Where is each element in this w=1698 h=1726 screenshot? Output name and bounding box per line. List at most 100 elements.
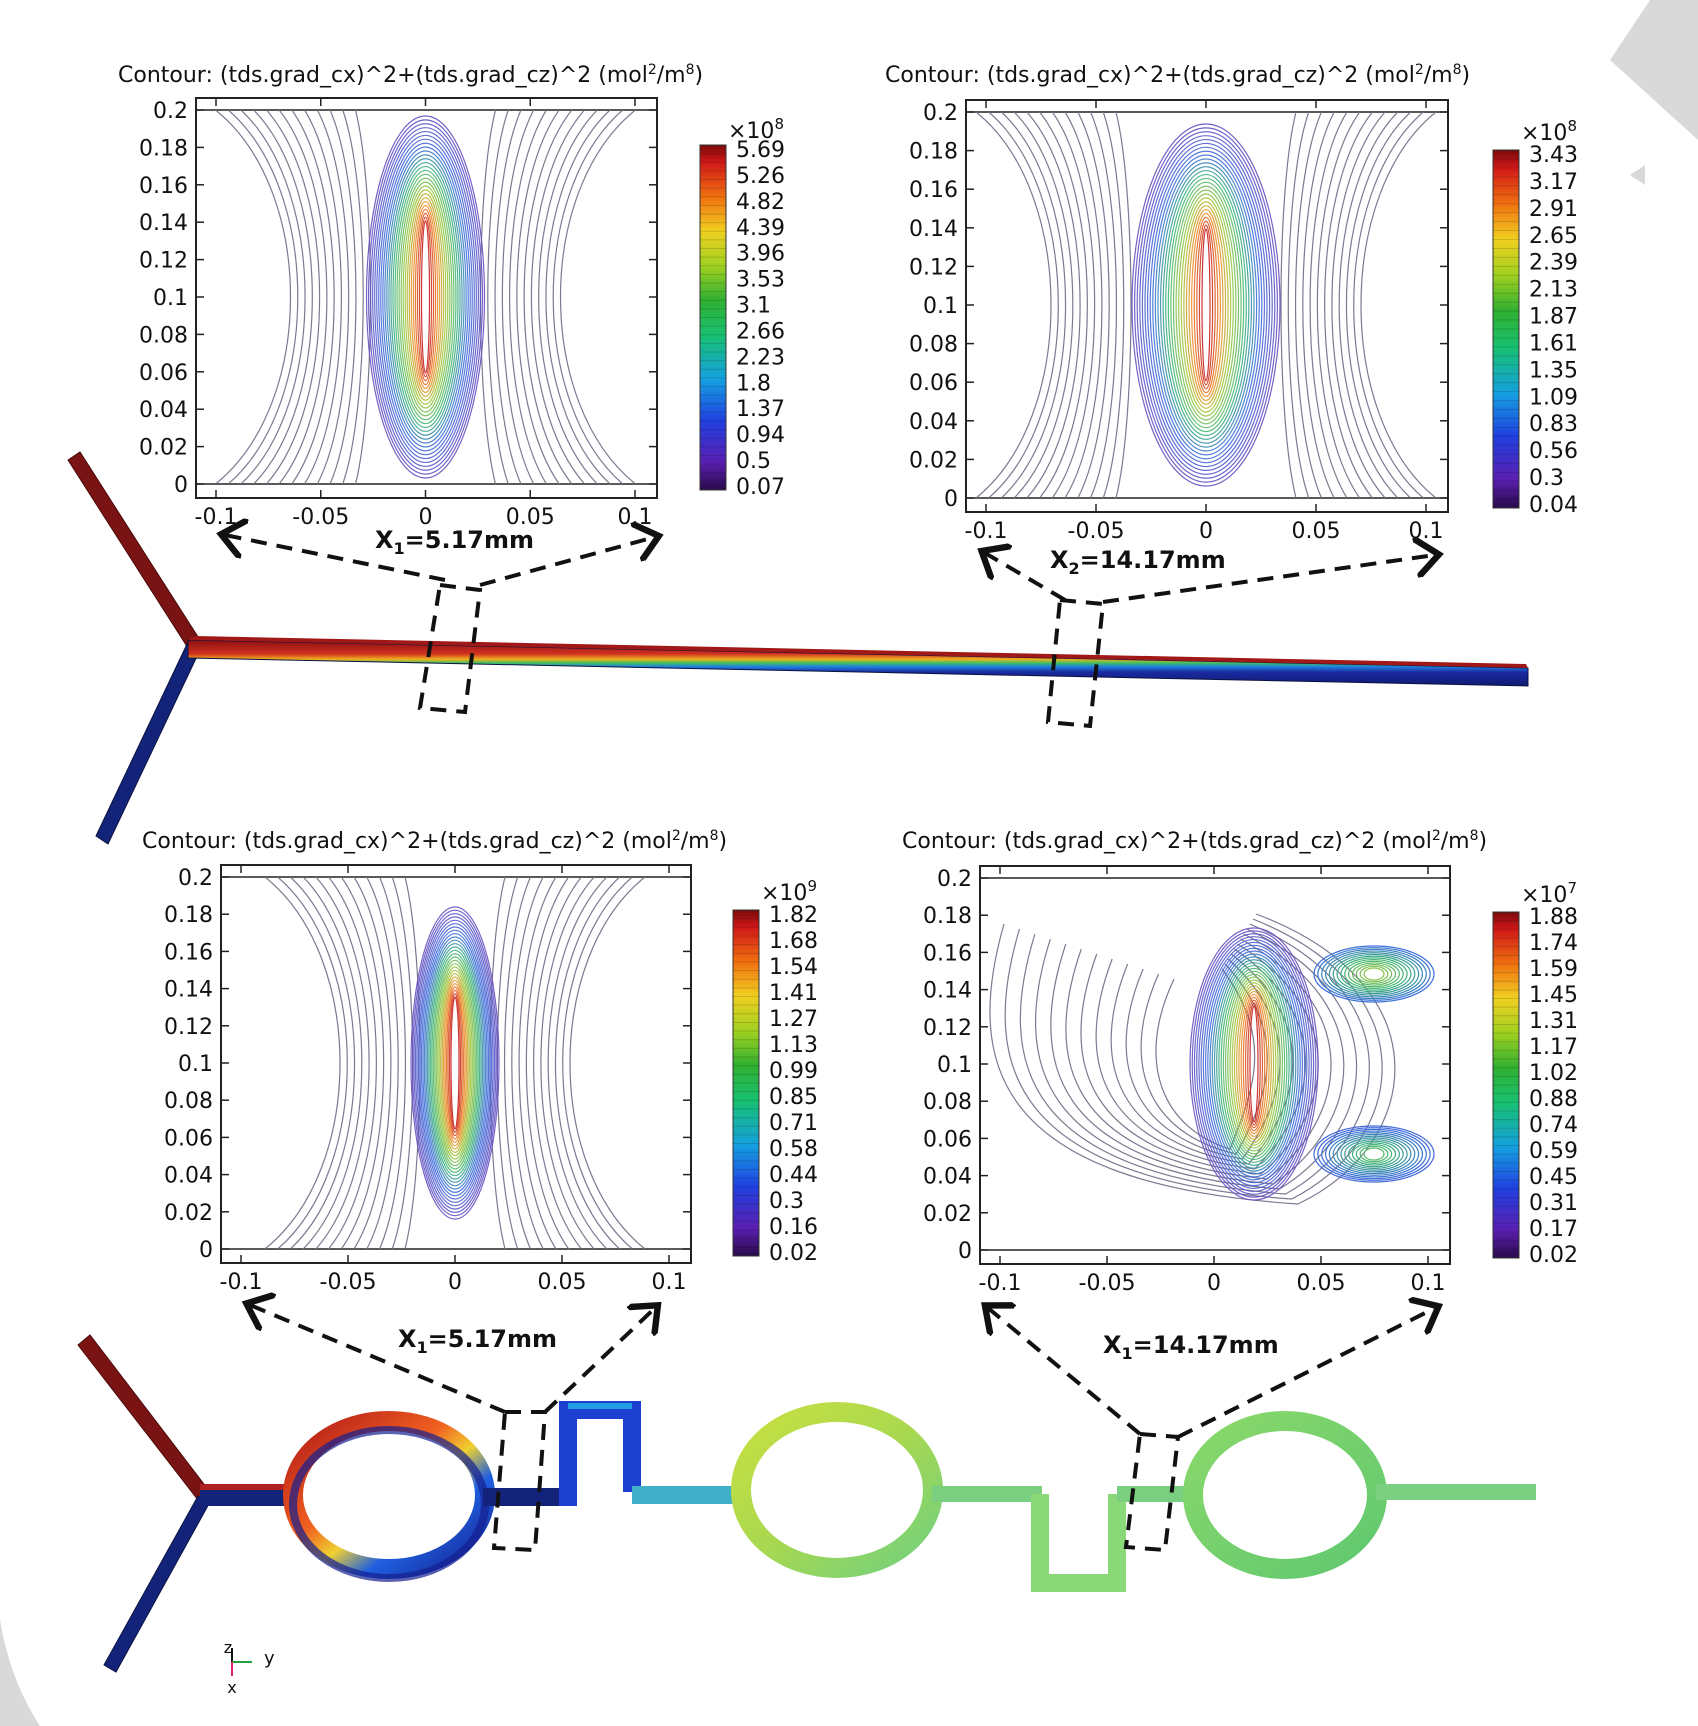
contour-outer-line <box>278 110 573 484</box>
contour-inner-line <box>1193 933 1315 1195</box>
contour-outer-line <box>342 110 509 484</box>
contour-inner-line <box>1227 976 1281 1152</box>
colorbar-tick-label: 5.69 <box>736 138 785 163</box>
contour-inner-line <box>1321 948 1427 1000</box>
colorbar-tick-label: 0.74 <box>1529 1113 1578 1138</box>
position-value: =5.17mm <box>405 526 534 554</box>
mixer-ring-3 <box>1183 1411 1387 1579</box>
contour-inner-line <box>1189 927 1319 1201</box>
contour-inner-line <box>1317 1127 1431 1181</box>
inlet-blue-arm-bottom <box>103 1495 211 1673</box>
colorbar-tick-label: 0.58 <box>769 1137 818 1162</box>
title-prefix: Contour: (tds.grad_cx)^2+(tds.grad_cz)^2… <box>142 829 672 854</box>
y-tick-label: 0.12 <box>909 255 958 280</box>
contour-inner-line <box>441 976 469 1150</box>
contour-inner-line <box>416 919 494 1207</box>
contour-inner-line <box>400 181 451 413</box>
title-mid: /m <box>1424 63 1453 88</box>
corner-decoration-top-right-small <box>1630 165 1645 185</box>
y-tick-label: 0.18 <box>923 904 972 929</box>
x-tick-label: 0 <box>419 505 433 530</box>
y-tick-label: 0.06 <box>139 361 188 386</box>
colorbar-tick-label: 2.13 <box>1529 278 1578 303</box>
y-tick-label: 0.08 <box>164 1089 213 1114</box>
contour-outer-line <box>1064 112 1348 498</box>
colorbar-tick-label: 1.37 <box>736 397 785 422</box>
colorbar-multiplier: ×109 <box>761 877 817 906</box>
colorbar <box>732 909 760 1257</box>
contour-lines <box>264 877 646 1249</box>
contour-inner-line <box>1317 947 1431 1001</box>
y-tick-label: 0.06 <box>923 1127 972 1152</box>
colorbar-tick-label: 0.44 <box>769 1163 818 1188</box>
contour-inner-line <box>1351 1142 1397 1166</box>
position-symbol: X <box>1050 546 1069 574</box>
colorbar-tick-label: 1.87 <box>1529 305 1578 330</box>
contour-outer-line <box>290 877 620 1249</box>
contour-inner-line <box>1363 967 1385 981</box>
contour-inner-line <box>445 986 465 1140</box>
slice-box-x1-bottom <box>491 1410 548 1553</box>
contour-outer-line <box>304 110 547 484</box>
colorbar-tick-label: 2.66 <box>736 319 785 344</box>
contour-inner-line <box>442 979 468 1147</box>
corner-decoration-top-right <box>1610 0 1698 140</box>
contour-outer-line <box>1080 943 1319 1175</box>
y-tick-label: 0.2 <box>937 867 972 892</box>
y-tick-label: 0.1 <box>153 286 188 311</box>
contour-inner-line <box>396 173 455 421</box>
multiplier-exponent: 9 <box>807 877 817 895</box>
arrow-x2-left-bottom <box>988 1308 1142 1436</box>
colorbar-tick-label: 0.59 <box>1529 1139 1578 1164</box>
contour-inner-line <box>406 193 445 401</box>
contour-inner-line <box>1216 962 1292 1166</box>
contour-outer-line <box>328 877 582 1249</box>
colorbar-tick-label: 1.45 <box>1529 983 1578 1008</box>
contour-inner-line <box>1224 973 1284 1155</box>
y-tick-label: 0.14 <box>909 217 958 242</box>
colorbar <box>1492 149 1520 509</box>
contour-inner-line <box>1359 1145 1389 1163</box>
y-tick-label: 0.2 <box>178 866 213 891</box>
contour-inner-line <box>367 119 484 475</box>
contour-inner-line <box>1152 154 1260 456</box>
contour-outer-line <box>1039 112 1373 498</box>
colorbar-tick-label: 0.85 <box>769 1085 818 1110</box>
contour-outer-line <box>227 110 624 484</box>
contour-outer-line <box>240 110 611 484</box>
x-tick-label: -0.1 <box>965 519 1008 544</box>
contour-inner-line <box>411 909 499 1217</box>
title-suffix: ) <box>695 63 704 88</box>
colorbar-tick-label: 0.3 <box>769 1189 804 1214</box>
contour-inner-line <box>420 929 490 1197</box>
title-suffix: ) <box>1462 63 1471 88</box>
colorbar <box>1492 911 1520 1259</box>
y-tick-label: 0.12 <box>139 249 188 274</box>
colorbar-tick-label: 1.02 <box>1529 1061 1578 1086</box>
channel-segment-2 <box>483 1488 573 1506</box>
y-tick-label: 0.18 <box>909 140 958 165</box>
x-tick-label: 0.1 <box>1411 1271 1446 1296</box>
colorbar-tick-label: 0.88 <box>1529 1087 1578 1112</box>
contour-inner-line <box>1222 970 1286 1158</box>
x-tick-label: -0.1 <box>979 1271 1022 1296</box>
colorbar-tick-label: 0.45 <box>1529 1165 1578 1190</box>
contour-outer-line <box>353 877 557 1249</box>
x-tick-label: -0.1 <box>195 505 238 530</box>
contour-inner-line <box>1170 181 1242 429</box>
channel-segment-1-top <box>200 1484 286 1490</box>
multiplier-base: ×10 <box>1521 883 1567 908</box>
contour-inner-line <box>1198 224 1214 386</box>
title-suffix: ) <box>1479 829 1488 854</box>
contour-inner-line <box>1231 982 1277 1146</box>
channel-segment-5 <box>1117 1486 1195 1502</box>
contour-inner-line <box>1324 1130 1424 1178</box>
contour-inner-line <box>1236 988 1272 1140</box>
x-tick-label: -0.05 <box>1068 519 1125 544</box>
contour-outer-line <box>1115 112 1297 498</box>
contour-outer-line <box>277 877 633 1249</box>
colorbar-multiplier: ×107 <box>1521 879 1577 908</box>
contour-inner-line <box>386 154 465 440</box>
title-sup2: 8 <box>1470 828 1479 844</box>
